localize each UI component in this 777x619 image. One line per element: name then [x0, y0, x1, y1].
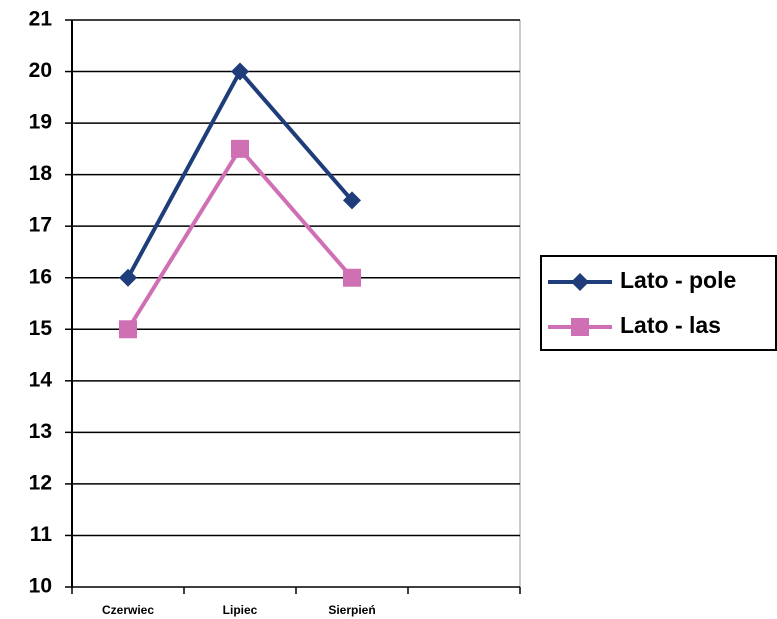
y-tick-label: 19	[29, 111, 52, 134]
legend-marker	[571, 318, 589, 336]
y-tick-label: 18	[29, 162, 53, 185]
data-point	[119, 268, 137, 287]
data-point	[231, 62, 249, 81]
data-point	[119, 320, 137, 339]
y-tick-label: 21	[29, 8, 53, 31]
y-tick-label: 11	[30, 523, 53, 546]
y-tick-label: 13	[29, 420, 52, 443]
y-tick-label: 15	[29, 317, 53, 340]
y-tick-label: 17	[29, 214, 52, 237]
x-tick-label: Czerwiec	[102, 603, 154, 617]
legend-marker	[571, 273, 589, 291]
x-tick-label: Lipiec	[223, 603, 258, 617]
y-tick-label: 20	[29, 59, 52, 82]
data-point	[231, 139, 249, 158]
series-line	[126, 145, 354, 331]
y-tick-label: 16	[29, 265, 52, 288]
y-tick-label: 10	[29, 575, 52, 598]
legend-label: Lato - pole	[620, 267, 736, 293]
data-point	[343, 191, 361, 210]
y-tick-label: 14	[29, 368, 53, 391]
data-point	[343, 268, 361, 287]
legend-label: Lato - las	[620, 312, 721, 338]
y-tick-label: 12	[29, 471, 52, 494]
x-tick-label: Sierpień	[328, 603, 375, 617]
